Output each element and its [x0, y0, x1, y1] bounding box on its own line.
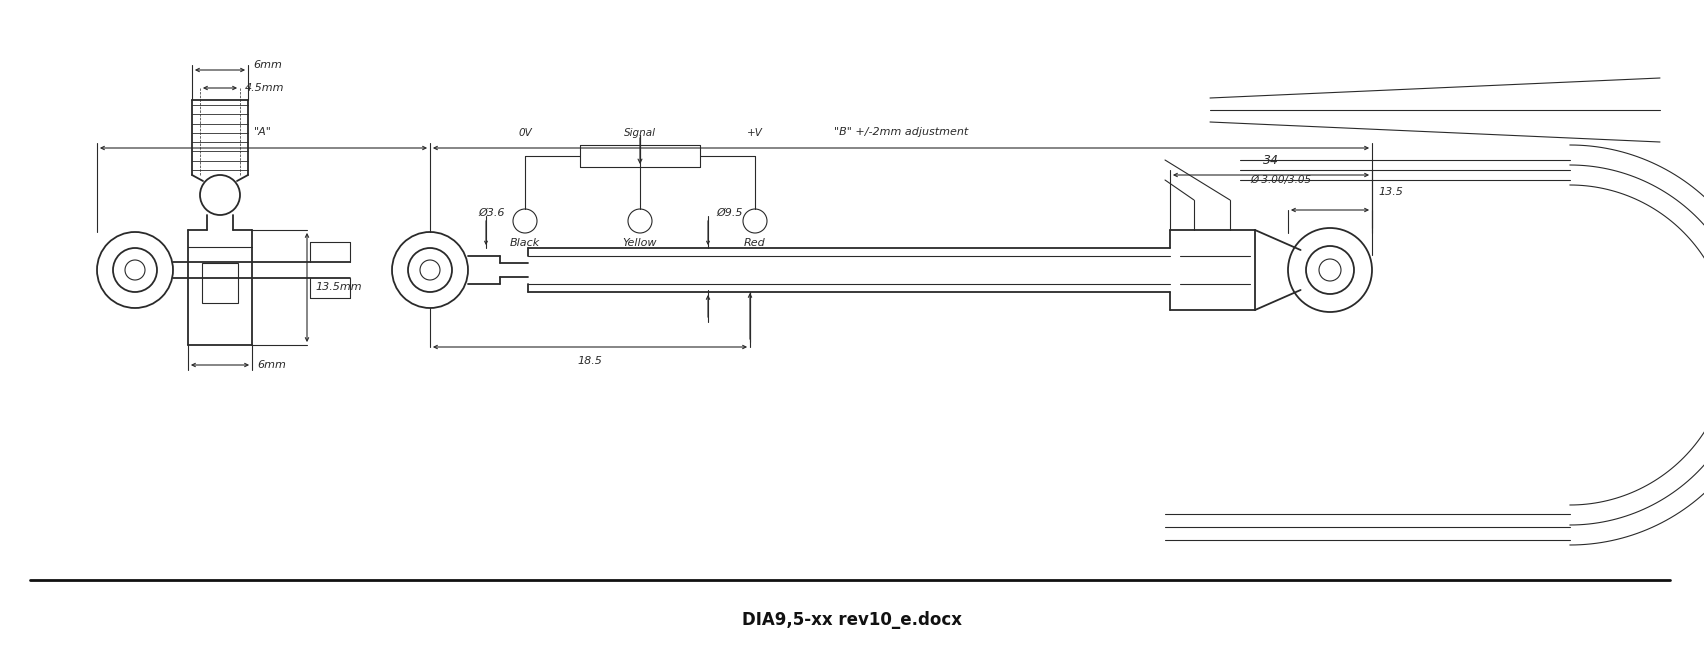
Text: 34: 34: [1263, 155, 1280, 168]
Text: +V: +V: [746, 128, 763, 138]
Text: Ø9.5: Ø9.5: [716, 208, 743, 218]
Text: 6mm: 6mm: [257, 360, 286, 370]
Text: 13.5: 13.5: [1379, 187, 1402, 197]
Text: Signal: Signal: [624, 128, 656, 138]
Text: "A": "A": [254, 127, 273, 137]
Text: DIA9,5-xx rev10_e.docx: DIA9,5-xx rev10_e.docx: [741, 611, 963, 629]
Text: Red: Red: [745, 238, 765, 248]
Text: "B" +/-2mm adjustment: "B" +/-2mm adjustment: [833, 127, 968, 137]
Text: 6mm: 6mm: [252, 60, 281, 70]
Text: Yellow: Yellow: [622, 238, 658, 248]
Text: 4.5mm: 4.5mm: [245, 83, 285, 93]
Text: 18.5: 18.5: [578, 356, 603, 366]
Text: Black: Black: [509, 238, 540, 248]
Text: Ø3.6: Ø3.6: [479, 208, 504, 218]
Text: 0V: 0V: [518, 128, 532, 138]
Text: Ø 3.00/3.05: Ø 3.00/3.05: [1251, 175, 1310, 185]
Text: 13.5mm: 13.5mm: [315, 282, 361, 293]
Bar: [203, 263, 239, 303]
